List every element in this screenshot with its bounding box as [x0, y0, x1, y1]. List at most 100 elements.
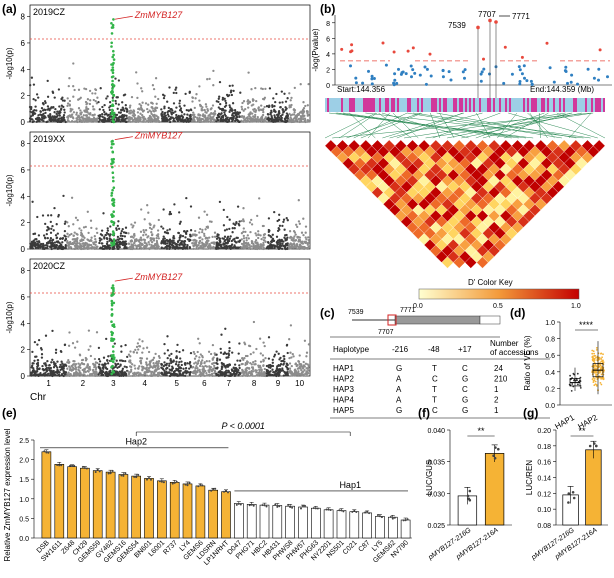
snp-point [190, 108, 193, 112]
snp-point [133, 364, 136, 367]
snp-point [163, 361, 166, 364]
snp-point [172, 119, 175, 122]
track-segment [599, 98, 601, 112]
chr-label: 9 [276, 379, 281, 388]
snp-point [277, 227, 280, 230]
snp-point [220, 112, 223, 115]
snp-point [254, 246, 257, 249]
track-segment [399, 98, 401, 112]
d-point [576, 379, 578, 382]
snp-point [222, 243, 225, 246]
snp-point [278, 367, 282, 371]
track-segment [555, 98, 557, 112]
snp-point [141, 101, 144, 104]
snp-point [143, 241, 146, 244]
snp-point [112, 247, 115, 250]
track-segment [359, 98, 361, 112]
snp-point [115, 113, 119, 117]
snp-point [34, 374, 37, 377]
snp-point [51, 374, 54, 378]
track-segment [353, 98, 355, 112]
b-sig-point [428, 52, 432, 56]
snp-point [205, 239, 209, 243]
highlight-snp [110, 299, 114, 303]
table-cell: HAP5 [333, 406, 354, 415]
snp-point [145, 357, 149, 360]
track-segment [467, 98, 469, 112]
snp-point [117, 103, 120, 106]
snp-point [134, 367, 137, 370]
snp-point [288, 338, 291, 341]
track-segment [525, 98, 527, 112]
table-header: -48 [428, 345, 440, 354]
snp-point [89, 219, 93, 222]
snp-point [226, 237, 229, 240]
snp-point [30, 76, 34, 79]
snp-point [227, 353, 231, 357]
b-y-label: -log(Pvalue) [311, 28, 320, 71]
highlight-snp [112, 120, 116, 124]
snp-point [63, 111, 66, 114]
snp-point [62, 374, 65, 378]
snp-point [137, 367, 140, 370]
snp-point [218, 80, 222, 84]
snp-point [117, 118, 120, 121]
track-segment [381, 98, 383, 112]
snp-point [153, 364, 156, 367]
snp-point [38, 245, 41, 248]
snp-point [262, 241, 265, 245]
track-segment [479, 98, 481, 112]
snp-point [56, 241, 59, 244]
table-cell: HAP1 [333, 364, 354, 373]
snp-point [98, 371, 101, 374]
snp-point [254, 113, 257, 117]
track-segment [477, 98, 479, 112]
snp-point [218, 239, 222, 243]
snp-point [53, 241, 57, 244]
snp-point [278, 373, 281, 377]
snp-point [166, 113, 170, 116]
highlight-snp [112, 179, 115, 183]
track-segment [577, 98, 579, 112]
snp-point [97, 373, 100, 376]
track-segment [447, 98, 449, 112]
snp-point [204, 103, 208, 106]
b-snp-point [518, 82, 522, 86]
table-cell: A [396, 385, 402, 394]
snp-point [231, 351, 234, 354]
snp-point [106, 229, 110, 232]
gene-annotation: ZmMYB127 [134, 131, 184, 141]
snp-point [189, 115, 192, 118]
snp-point [203, 361, 206, 365]
snp-point [215, 373, 218, 377]
snp-point [91, 92, 94, 95]
snp-point [259, 234, 262, 237]
snp-point [37, 114, 40, 117]
snp-point [180, 240, 183, 243]
snp-point [304, 236, 307, 239]
snp-point [244, 241, 248, 245]
b-snp-point [488, 72, 491, 76]
snp-point [46, 105, 50, 108]
snp-point [199, 227, 202, 231]
snp-point [202, 113, 205, 116]
snp-point [228, 237, 231, 240]
b-snp-point [441, 75, 445, 79]
snp-point [149, 223, 152, 226]
snp-point [164, 374, 168, 377]
snp-point [299, 83, 302, 86]
snp-point [240, 232, 244, 235]
snp-point [201, 370, 205, 373]
snp-point [49, 115, 52, 118]
snp-point [256, 214, 259, 218]
snp-point [176, 343, 179, 347]
highlight-snp [110, 244, 114, 247]
snp-point [172, 111, 175, 114]
snp-point [221, 96, 225, 100]
snp-point [117, 220, 120, 223]
snp-point [199, 104, 203, 107]
snp-point [237, 240, 240, 243]
snp-point [174, 88, 177, 91]
snp-point [103, 247, 106, 250]
snp-point [60, 97, 63, 101]
